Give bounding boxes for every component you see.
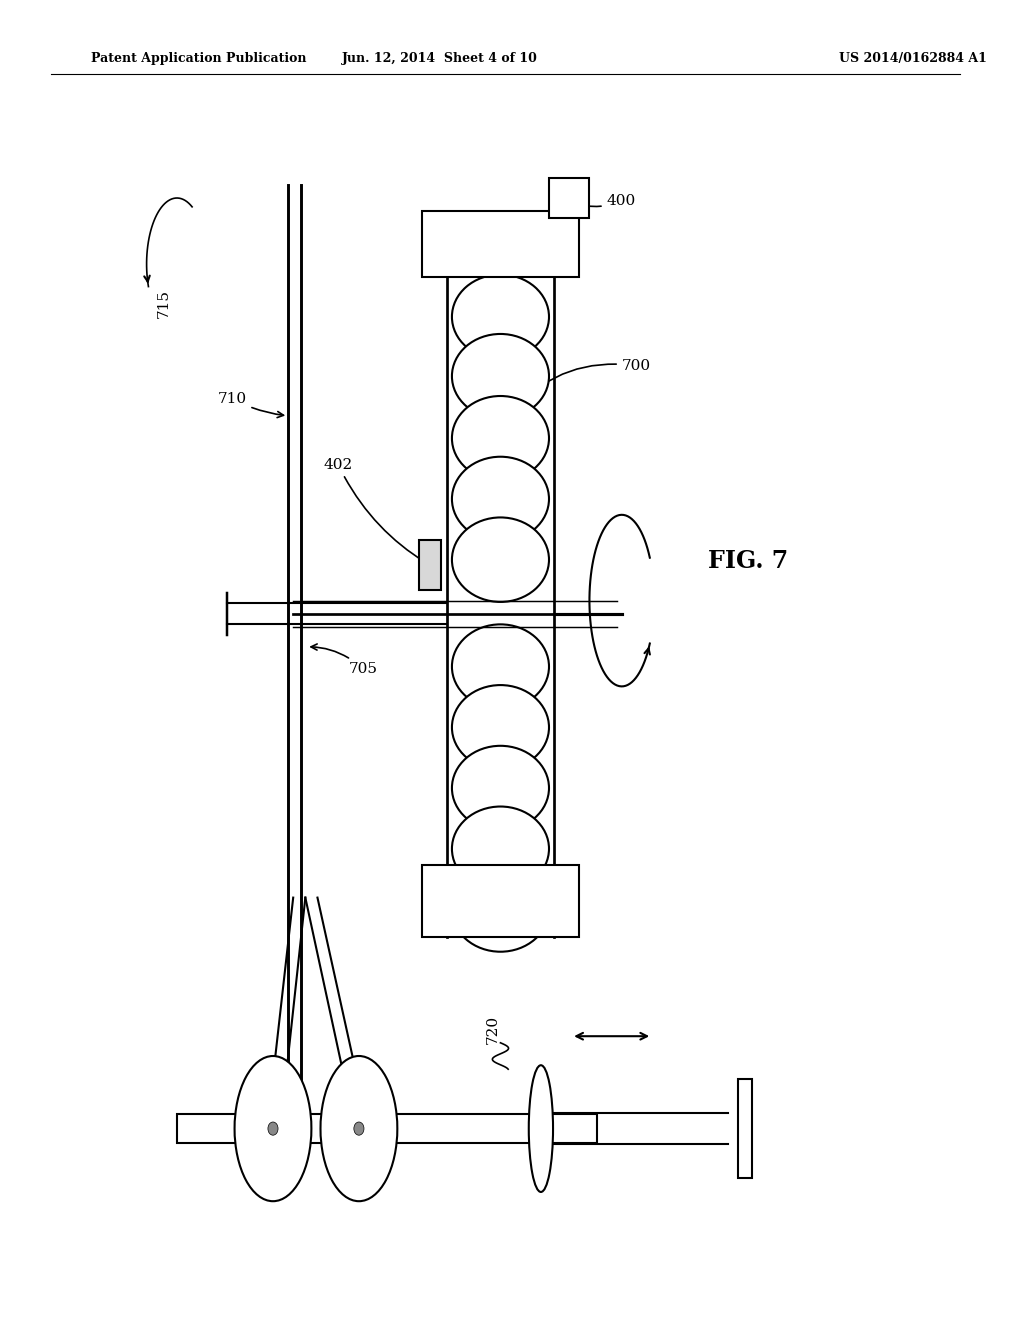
Bar (549, 178, 590, 218)
Circle shape (354, 1122, 364, 1135)
Bar (422, 211, 580, 277)
Ellipse shape (452, 746, 549, 830)
Ellipse shape (452, 624, 549, 709)
Bar (419, 540, 440, 590)
Bar (422, 865, 580, 937)
Ellipse shape (528, 1065, 553, 1192)
Text: Jun. 12, 2014  Sheet 4 of 10: Jun. 12, 2014 Sheet 4 of 10 (342, 51, 538, 65)
Ellipse shape (452, 685, 549, 770)
Text: 705: 705 (311, 644, 378, 676)
Ellipse shape (452, 334, 549, 418)
Text: US 2014/0162884 A1: US 2014/0162884 A1 (839, 51, 987, 65)
Text: Patent Application Publication: Patent Application Publication (91, 51, 306, 65)
Text: 715: 715 (157, 289, 171, 318)
Ellipse shape (321, 1056, 397, 1201)
Bar (177, 1114, 597, 1143)
Ellipse shape (452, 807, 549, 891)
Ellipse shape (234, 1056, 311, 1201)
Ellipse shape (452, 396, 549, 480)
Ellipse shape (452, 517, 549, 602)
Ellipse shape (452, 867, 549, 952)
Text: 720: 720 (485, 1015, 500, 1044)
Text: 710: 710 (217, 392, 284, 417)
Circle shape (268, 1122, 279, 1135)
Ellipse shape (452, 457, 549, 541)
Text: FIG. 7: FIG. 7 (708, 549, 788, 573)
Text: 400: 400 (568, 194, 636, 207)
Text: 700: 700 (508, 359, 651, 418)
Text: 402: 402 (324, 458, 426, 562)
Bar (738, 1080, 753, 1179)
Ellipse shape (452, 275, 549, 359)
